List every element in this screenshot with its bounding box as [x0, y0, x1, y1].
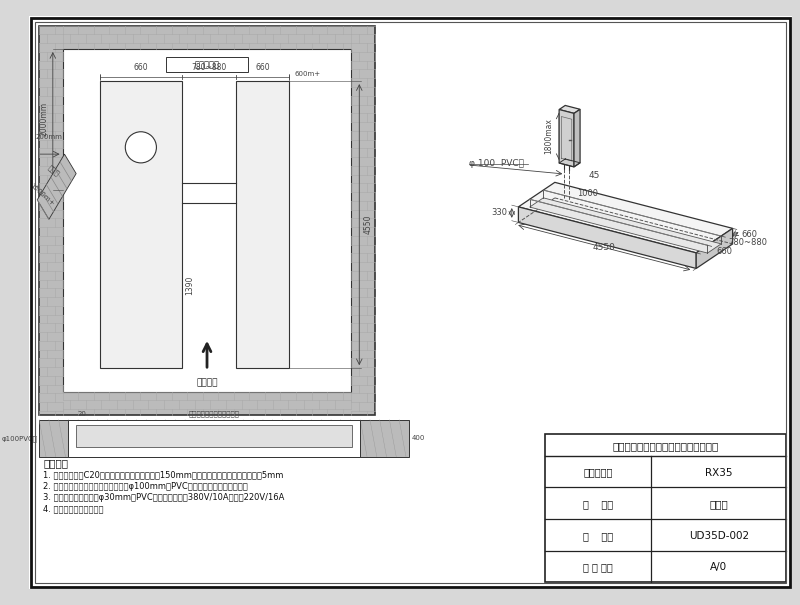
- Text: 地基图: 地基图: [710, 499, 728, 509]
- Text: 400: 400: [412, 435, 425, 441]
- Text: 780~880: 780~880: [191, 64, 226, 73]
- Text: 20: 20: [78, 411, 86, 417]
- Text: 1800max: 1800max: [544, 119, 554, 154]
- Polygon shape: [559, 110, 574, 167]
- Text: 4. 电控箱位置可左右互换: 4. 电控箱位置可左右互换: [43, 504, 103, 513]
- Circle shape: [126, 132, 157, 163]
- Text: 600m+: 600m+: [294, 71, 320, 77]
- Text: 图    号：: 图 号：: [583, 531, 614, 541]
- Text: 4550: 4550: [593, 243, 616, 252]
- Polygon shape: [574, 110, 580, 167]
- Bar: [236, 81, 290, 368]
- Text: A/0: A/0: [710, 563, 727, 572]
- Text: 45: 45: [588, 171, 600, 180]
- Polygon shape: [559, 105, 580, 113]
- Text: 1500m+: 1500m+: [29, 183, 55, 208]
- Text: 200mm: 200mm: [35, 134, 62, 140]
- Text: 2000mm: 2000mm: [40, 102, 49, 136]
- Text: 3. 电源线和气源线顶埋φ30mm的PVC管，电源三相为380V/10A或单相220V/16A: 3. 电源线和气源线顶埋φ30mm的PVC管，电源三相为380V/10A或单相2…: [43, 492, 285, 502]
- Polygon shape: [518, 182, 733, 253]
- Text: 660: 660: [134, 64, 148, 73]
- Bar: [166, 57, 248, 73]
- Text: 上海巴兰仕汽车检测设备股份有限公司: 上海巴兰仕汽车检测设备股份有限公司: [613, 441, 719, 451]
- Text: 660: 660: [255, 64, 270, 73]
- Polygon shape: [518, 207, 696, 269]
- Text: 产品型号：: 产品型号：: [583, 468, 613, 477]
- Polygon shape: [696, 228, 733, 269]
- Text: 通车方向: 通车方向: [196, 378, 218, 387]
- Text: 2. 预埋控制台至地坑和两地坑间顶埋φ100mm的PVC管用于穿油管、气管、电线: 2. 预埋控制台至地坑和两地坑间顶埋φ100mm的PVC管用于穿油管、气管、电线: [43, 482, 248, 491]
- Text: φ100PVC管: φ100PVC管: [2, 435, 38, 442]
- Bar: [39, 25, 375, 415]
- Text: φ 100  PVC管: φ 100 PVC管: [470, 159, 524, 168]
- Text: 基础要求: 基础要求: [43, 457, 68, 468]
- Text: 1000: 1000: [578, 189, 598, 198]
- Bar: [62, 49, 351, 391]
- Text: 版 本 号：: 版 本 号：: [583, 563, 613, 572]
- Text: 660: 660: [741, 230, 757, 239]
- Bar: [545, 434, 786, 582]
- Polygon shape: [530, 198, 721, 253]
- Text: 素混凝土（低强度混凝土）: 素混凝土（低强度混凝土）: [189, 410, 240, 417]
- Text: RX35: RX35: [705, 468, 733, 477]
- Bar: [76, 425, 353, 447]
- Text: 名    称：: 名 称：: [583, 499, 614, 509]
- Text: 阿麦克仪仪: 阿麦克仪仪: [194, 60, 219, 70]
- Text: 660: 660: [716, 247, 732, 256]
- Text: 4550: 4550: [363, 215, 372, 234]
- Text: 780~880: 780~880: [729, 238, 767, 247]
- Bar: [68, 420, 360, 457]
- Text: 坡度线: 坡度线: [47, 164, 61, 177]
- Text: 1. 混凝土等级为C20及以上，坑底混凝土厚度为150mm以上，两地坑内水平误差不大于5mm: 1. 混凝土等级为C20及以上，坑底混凝土厚度为150mm以上，两地坑内水平误差…: [43, 470, 283, 479]
- Bar: [39, 420, 409, 457]
- Text: 330: 330: [491, 209, 507, 217]
- Polygon shape: [38, 154, 76, 220]
- Text: 1390: 1390: [185, 276, 194, 295]
- Bar: [99, 81, 182, 368]
- Text: UD35D-002: UD35D-002: [689, 531, 749, 541]
